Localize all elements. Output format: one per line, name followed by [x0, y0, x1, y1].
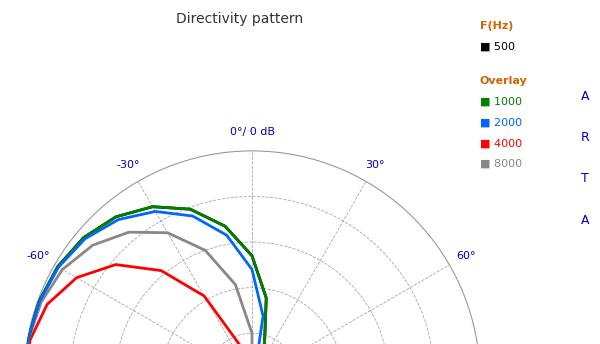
Text: ■ 4000: ■ 4000	[480, 138, 522, 148]
Text: T: T	[581, 172, 589, 185]
Text: ■ 500: ■ 500	[480, 42, 515, 52]
Text: A: A	[581, 214, 589, 227]
Text: ■ 8000: ■ 8000	[480, 159, 522, 169]
Text: ■ 1000: ■ 1000	[480, 97, 522, 107]
Text: R: R	[581, 131, 589, 144]
Text: A: A	[581, 90, 589, 103]
Text: Overlay: Overlay	[480, 76, 528, 86]
Text: Directivity pattern: Directivity pattern	[176, 12, 304, 26]
Text: ■ 2000: ■ 2000	[480, 118, 522, 128]
Text: F(Hz): F(Hz)	[480, 21, 514, 31]
